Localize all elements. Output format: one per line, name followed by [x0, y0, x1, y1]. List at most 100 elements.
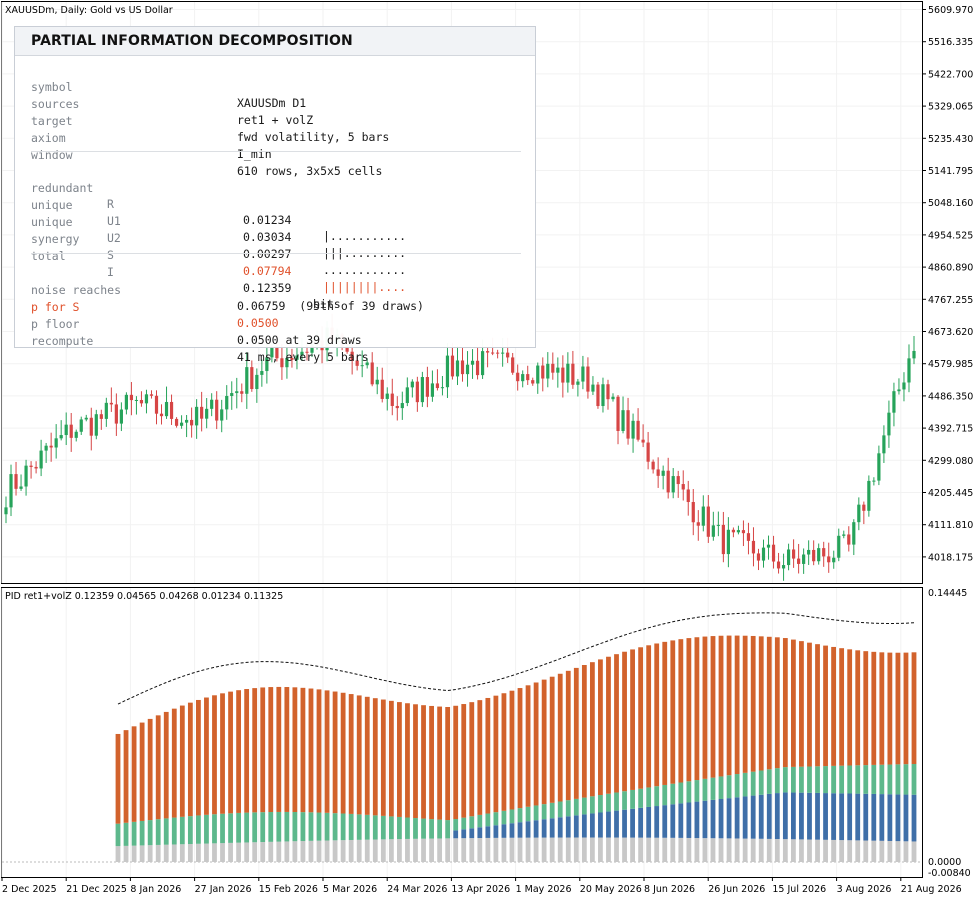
bar-redundant — [742, 838, 748, 862]
bar-unique-u2 — [750, 771, 756, 796]
candle-body — [245, 367, 249, 394]
date-axis: 2 Dec 2025 21 Dec 2025 8 Jan 2026 27 Jan 20… — [1, 877, 962, 895]
candle-body — [250, 367, 254, 390]
bar-unique-u1 — [718, 799, 724, 839]
test-value: 0.06759 (95th of 39 draws) — [237, 299, 424, 313]
bar-unique-u2 — [292, 812, 298, 842]
atom-value: 0.03034 — [243, 230, 292, 244]
bar-redundant — [405, 838, 410, 862]
candle-body — [195, 406, 199, 426]
bar-synergy — [228, 691, 233, 814]
bar-redundant — [413, 838, 418, 862]
candle-body — [711, 525, 715, 537]
bar-unique-u1 — [598, 812, 603, 838]
bar-redundant — [702, 838, 708, 862]
price-tick-label: 4018.175 — [928, 552, 973, 563]
candle-body — [59, 435, 63, 439]
bar-synergy — [654, 643, 660, 787]
bar-unique-u1 — [493, 825, 499, 838]
candle-body — [375, 379, 379, 385]
candle-body — [706, 506, 710, 537]
row-value: fwd volatility, 5 bars — [237, 130, 390, 144]
bar-unique-u1 — [710, 799, 716, 839]
bar-unique-u2 — [421, 818, 426, 839]
date-tick-label: 3 Aug 2026 — [837, 884, 892, 895]
candle-body — [781, 565, 786, 569]
candle-body — [470, 360, 475, 365]
bar-redundant — [782, 839, 788, 862]
candle-body — [159, 413, 164, 417]
candle-body — [771, 544, 776, 562]
bar-unique-u2 — [589, 796, 595, 814]
bar-redundant — [614, 837, 619, 862]
bar-synergy — [196, 699, 201, 816]
candle-body — [119, 409, 123, 424]
candle-body — [270, 347, 274, 358]
panel-header: PARTIAL INFORMATION DECOMPOSITION — [15, 27, 535, 56]
candle-body — [425, 377, 429, 397]
candle-body — [260, 371, 264, 375]
bar-redundant — [429, 838, 434, 862]
candle-body — [109, 402, 113, 405]
candle-body — [786, 549, 791, 566]
bar-redundant — [445, 838, 451, 862]
bar-unique-u2 — [726, 775, 732, 799]
bar-unique-u1 — [807, 792, 812, 840]
candle-body — [280, 358, 284, 368]
bar-unique-u1 — [469, 828, 475, 839]
bar-unique-u1 — [831, 793, 836, 840]
candle-body — [736, 530, 741, 533]
candle-body — [84, 417, 88, 420]
bar-unique-u1 — [702, 800, 708, 839]
bar-unique-u2 — [525, 806, 531, 822]
bar-redundant — [364, 839, 370, 862]
price-tick-label: 4954.525 — [928, 230, 973, 241]
price-tick-label: 4860.890 — [928, 263, 973, 274]
bar-redundant — [397, 839, 402, 862]
candle-body — [656, 469, 660, 476]
bar-redundant — [171, 844, 177, 862]
bar-unique-u2 — [179, 816, 185, 845]
candle-body — [74, 431, 78, 438]
bar-synergy — [469, 702, 475, 817]
candle-body — [852, 522, 856, 545]
bar-synergy — [332, 691, 338, 814]
bar-synergy — [742, 635, 748, 773]
bar-redundant — [324, 840, 330, 862]
panel-test-p-floor: p floor 0.0500 at 39 draws — [31, 300, 521, 347]
candle-body — [636, 420, 640, 440]
date-tick-label: 20 May 2026 — [580, 884, 642, 895]
bar-unique-u2 — [670, 783, 676, 805]
bar-unique-u2 — [622, 791, 627, 810]
bar-redundant — [863, 840, 869, 862]
noise-threshold-line — [117, 612, 915, 705]
atom-key: unique — [31, 215, 73, 229]
bar-redundant — [879, 840, 885, 862]
bar-synergy — [855, 650, 861, 766]
candle-body — [395, 405, 399, 409]
bar-unique-u1 — [911, 794, 917, 842]
price-tick-label: 4111.810 — [928, 520, 973, 531]
bar-synergy — [123, 730, 129, 823]
bar-synergy — [509, 690, 515, 810]
bar-redundant — [461, 838, 467, 862]
price-tick-label: 4486.350 — [928, 391, 973, 402]
candle-body — [420, 377, 424, 403]
candle-body — [134, 399, 139, 401]
bar-redundant — [815, 839, 820, 862]
candle-body — [179, 422, 184, 426]
bar-synergy — [911, 652, 917, 764]
bar-unique-u2 — [364, 814, 370, 840]
panel-row-sources: sources ret1 + volZ — [31, 80, 521, 127]
bar-unique-u2 — [196, 815, 201, 844]
atom-value: 0.00297 — [243, 247, 292, 261]
bar-unique-u2 — [799, 766, 804, 793]
price-tick-label: 5422.700 — [928, 69, 973, 80]
bar-unique-u2 — [863, 765, 869, 794]
bar-synergy — [589, 662, 595, 797]
candle-body — [149, 394, 154, 396]
candle-body — [275, 347, 279, 359]
bar-redundant — [807, 839, 812, 862]
bar-unique-u2 — [718, 776, 724, 800]
bar-unique-u2 — [123, 822, 129, 846]
